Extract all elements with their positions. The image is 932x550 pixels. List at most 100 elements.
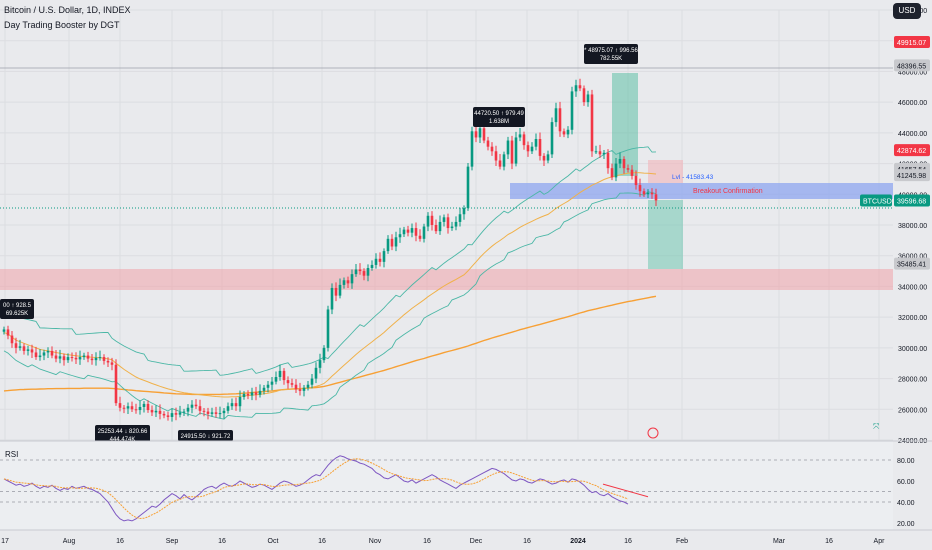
- level-label: Lvl - 41583.43: [672, 174, 714, 181]
- rsi-tick-label: 80.00: [897, 458, 915, 465]
- candle-body: [390, 238, 394, 247]
- candle-body: [42, 352, 46, 356]
- candle-body: [426, 215, 430, 227]
- candle-body: [14, 343, 18, 348]
- candle-body: [54, 355, 58, 359]
- high-tag-dec[interactable]: 44720.50 ↑ 979.49 1.638M: [473, 107, 525, 127]
- candle-body: [554, 108, 558, 123]
- upper-band-line: [3, 146, 657, 376]
- rsi-label[interactable]: RSI: [5, 450, 19, 459]
- candle-body: [474, 131, 478, 138]
- candle-body: [478, 128, 482, 138]
- candle-body: [466, 166, 470, 209]
- candle-body: [594, 151, 598, 153]
- candle-body: [78, 357, 82, 360]
- candle-body: [322, 347, 326, 361]
- candle-body: [122, 407, 126, 409]
- candle-body: [394, 237, 398, 247]
- candle-body: [410, 228, 414, 233]
- candle-body: [82, 355, 86, 358]
- candle-body: [302, 387, 306, 391]
- candle-body: [186, 407, 190, 412]
- candle-body: [182, 411, 186, 413]
- rsi-pane-bg: [0, 441, 893, 530]
- event-icon[interactable]: [647, 427, 659, 439]
- candle-body: [326, 309, 330, 348]
- candle-body: [318, 360, 322, 368]
- time-tick-label: Dec: [470, 538, 483, 545]
- candle-body: [50, 350, 54, 356]
- candle-body: [118, 403, 122, 408]
- candle-body: [178, 412, 182, 415]
- high-tag-top-line2: 782.55K: [600, 56, 622, 62]
- lower-band-line: [3, 191, 657, 420]
- currency-button[interactable]: USD: [893, 3, 921, 19]
- candle-body: [494, 151, 498, 161]
- candle-body: [30, 349, 34, 353]
- candle-body: [522, 134, 526, 146]
- candle-body: [534, 139, 538, 147]
- candle-body: [358, 269, 362, 272]
- price-axis[interactable]: [893, 0, 932, 550]
- candle-body: [542, 155, 546, 161]
- candle-body: [342, 280, 346, 285]
- low-tag-sep[interactable]: 24915.50 ↓ 921.72: [178, 430, 233, 441]
- time-axis[interactable]: [0, 531, 932, 550]
- candle-body: [502, 154, 506, 167]
- high-tag-top[interactable]: * 48975.07 ↑ 996.56 782.55K: [584, 44, 639, 64]
- crosshair-icon[interactable]: ⤧: [873, 422, 880, 431]
- low-tag-aug[interactable]: 25253.44 ↓ 820.66 444.474K: [95, 425, 150, 445]
- candle-body: [350, 274, 354, 284]
- candle-body: [530, 146, 534, 152]
- candle-body: [86, 355, 90, 359]
- candle-body: [362, 271, 366, 276]
- candle-body: [638, 185, 642, 192]
- candle-body: [438, 221, 442, 232]
- candle-body: [382, 251, 386, 262]
- candle-body: [610, 168, 614, 178]
- time-tick-label: Apr: [874, 538, 886, 545]
- high-tag-top-line1: * 48975.07 ↑ 996.56: [584, 48, 638, 54]
- candle-body: [550, 122, 554, 155]
- price-tag-35485: 35485.41: [894, 257, 930, 270]
- time-tick-label: 16: [624, 538, 632, 545]
- candle-body: [130, 406, 134, 410]
- candle-body: [346, 280, 350, 284]
- candle-body: [246, 393, 250, 396]
- time-tick-label: 2024: [570, 538, 586, 545]
- candle-body: [498, 160, 502, 167]
- candle-body: [274, 377, 278, 382]
- candle-body: [450, 226, 454, 229]
- candle-body: [74, 357, 78, 360]
- candle-body: [650, 192, 654, 195]
- breakout-label: Breakout Confirmation: [693, 188, 763, 195]
- candle-body: [470, 131, 474, 167]
- candle-body: [378, 258, 382, 262]
- candle-body: [482, 128, 486, 141]
- position-loss-area: [648, 160, 683, 183]
- candle-body: [286, 380, 290, 384]
- time-tick-label: 16: [218, 538, 226, 545]
- time-tick-label: 16: [423, 538, 431, 545]
- indicator-name[interactable]: Day Trading Booster by DGT: [4, 20, 120, 30]
- symbol-title[interactable]: Bitcoin / U.S. Dollar, 1D, INDEX: [4, 5, 131, 15]
- candle-body: [566, 129, 570, 135]
- price-tick-label: 28000.00: [898, 377, 927, 384]
- candle-body: [194, 404, 198, 407]
- svg-text:BTCUSD: BTCUSD: [863, 198, 892, 205]
- left-tag[interactable]: 00 ↑ 928.5 69.625K: [0, 299, 34, 319]
- header: Bitcoin / U.S. Dollar, 1D, INDEX Day Tra…: [4, 5, 131, 30]
- price-tick-label: 36000.00: [898, 254, 927, 261]
- candle-body: [402, 229, 406, 235]
- candle-body: [170, 413, 174, 417]
- candle-body: [578, 85, 582, 89]
- candle-body: [486, 140, 490, 147]
- candle-body: [434, 225, 438, 232]
- low-tag-aug-line1: 25253.44 ↓ 820.66: [98, 429, 148, 435]
- candle-body: [506, 140, 510, 155]
- svg-text:49915.07: 49915.07: [897, 40, 926, 47]
- rsi-line: [3, 455, 629, 522]
- candle-body: [46, 350, 50, 353]
- candle-body: [558, 108, 562, 132]
